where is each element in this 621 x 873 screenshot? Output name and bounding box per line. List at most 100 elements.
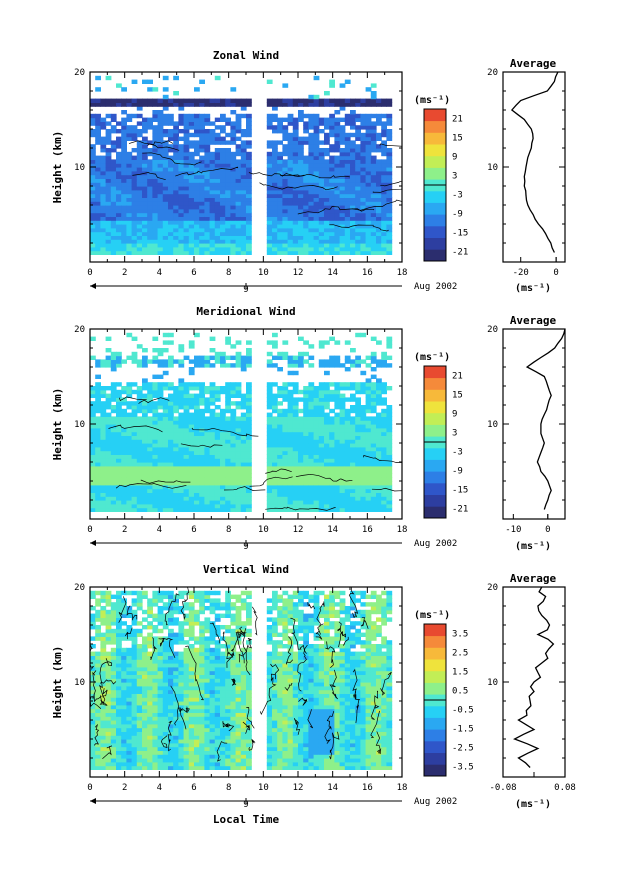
- heatmap-cell: [152, 503, 159, 509]
- heatmap-cell: [230, 163, 237, 168]
- heatmap-cell: [214, 500, 221, 505]
- heatmap-cell: [230, 435, 237, 440]
- heatmap-cell: [339, 220, 346, 225]
- heatmap-cell: [225, 401, 231, 406]
- heatmap-cell: [147, 393, 153, 398]
- heatmap-cell: [105, 492, 112, 497]
- heatmap-cell: [188, 216, 195, 221]
- colorbar-swatch: [424, 237, 446, 250]
- heatmap-cell: [121, 750, 127, 755]
- heatmap-cell: [142, 682, 148, 687]
- heatmap-cell: [214, 216, 221, 221]
- heatmap-cell: [282, 201, 289, 206]
- heatmap-cell: [298, 243, 304, 248]
- heatmap-cell: [162, 405, 169, 410]
- heatmap-cell: [110, 666, 117, 672]
- heatmap-cell: [318, 220, 325, 225]
- heatmap-cell: [324, 189, 330, 195]
- heatmap-cell: [220, 435, 226, 440]
- heatmap-cell: [110, 602, 117, 607]
- heatmap-cell: [168, 685, 174, 691]
- heatmap-cell: [188, 462, 195, 467]
- heatmap-cell: [318, 344, 325, 349]
- heatmap-cell: [209, 500, 216, 505]
- heatmap-cell: [194, 405, 200, 410]
- heatmap-cell: [282, 235, 289, 240]
- heatmap-cell: [318, 201, 325, 206]
- heatmap-cell: [329, 355, 335, 360]
- heatmap-cell: [188, 193, 195, 198]
- heatmap-cell: [116, 617, 122, 622]
- heatmap-cell: [360, 473, 367, 478]
- heatmap-cell: [204, 113, 211, 119]
- heatmap-cell: [95, 685, 101, 691]
- x-tick-label: 8: [226, 525, 231, 535]
- heatmap-cell: [199, 227, 205, 233]
- heatmap-cell: [355, 98, 361, 103]
- heatmap-cell: [152, 481, 159, 486]
- heatmap-cell: [381, 174, 387, 179]
- colorbar-tick-label: -3: [452, 191, 463, 201]
- heatmap-cell: [116, 640, 122, 645]
- heatmap-cell: [188, 98, 195, 103]
- heatmap-cell: [162, 481, 169, 486]
- heatmap-cell: [282, 389, 289, 395]
- heatmap-cell: [188, 102, 195, 107]
- heatmap-cell: [110, 367, 117, 372]
- heatmap-cell: [235, 484, 242, 490]
- heatmap-cell: [157, 178, 164, 183]
- heatmap-cell: [199, 420, 205, 425]
- heatmap-cell: [344, 435, 351, 440]
- heatmap-cell: [230, 102, 237, 107]
- heatmap-cell: [329, 500, 335, 505]
- heatmap-cell: [105, 754, 112, 759]
- heatmap-cell: [204, 443, 211, 448]
- heatmap-cell: [287, 382, 294, 387]
- heatmap-cell: [173, 397, 179, 402]
- x-tick-label: 6: [191, 525, 196, 535]
- heatmap-cell: [131, 212, 138, 217]
- heatmap-cell: [131, 132, 138, 138]
- heatmap-cell: [142, 693, 148, 698]
- heatmap-cell: [90, 197, 96, 202]
- heatmap-cell: [266, 416, 273, 421]
- heatmap-cell: [240, 492, 247, 497]
- heatmap-cell: [204, 159, 211, 164]
- heatmap-cell: [246, 224, 252, 229]
- heatmap-cell: [152, 374, 159, 379]
- heatmap-cell: [90, 625, 96, 630]
- heatmap-cell: [344, 484, 351, 490]
- heatmap-cell: [240, 363, 247, 368]
- heatmap-cell: [344, 117, 351, 122]
- heatmap-cell: [168, 446, 174, 452]
- heatmap-cell: [142, 208, 148, 214]
- heatmap-cell: [292, 227, 299, 233]
- x-tick-label: 18: [397, 268, 408, 278]
- heatmap-cell: [178, 401, 185, 406]
- heatmap-cell: [272, 129, 278, 134]
- heatmap-cell: [142, 205, 148, 210]
- heatmap-cell: [152, 712, 159, 717]
- heatmap-cell: [350, 246, 356, 252]
- heatmap-cell: [100, 594, 107, 599]
- heatmap-cell: [225, 117, 231, 122]
- heatmap-cell: [386, 439, 393, 444]
- heatmap-cell: [318, 454, 325, 459]
- heatmap-cell: [100, 678, 107, 683]
- heatmap-cell: [152, 87, 159, 92]
- heatmap-cell: [381, 208, 387, 214]
- heatmap-cell: [95, 693, 101, 698]
- heatmap-cell: [365, 113, 372, 119]
- heatmap-cell: [136, 170, 143, 176]
- heatmap-cell: [194, 458, 200, 463]
- heatmap-cell: [246, 189, 252, 195]
- heatmap-cell: [157, 125, 164, 130]
- heatmap-cell: [292, 136, 299, 141]
- heatmap-cell: [105, 765, 112, 770]
- heatmap-cell: [246, 424, 252, 429]
- heatmap-cell: [282, 174, 289, 179]
- heatmap-cell: [173, 201, 179, 206]
- heatmap-cell: [235, 125, 242, 130]
- heatmap-cell: [116, 602, 122, 607]
- heatmap-cell: [157, 121, 164, 126]
